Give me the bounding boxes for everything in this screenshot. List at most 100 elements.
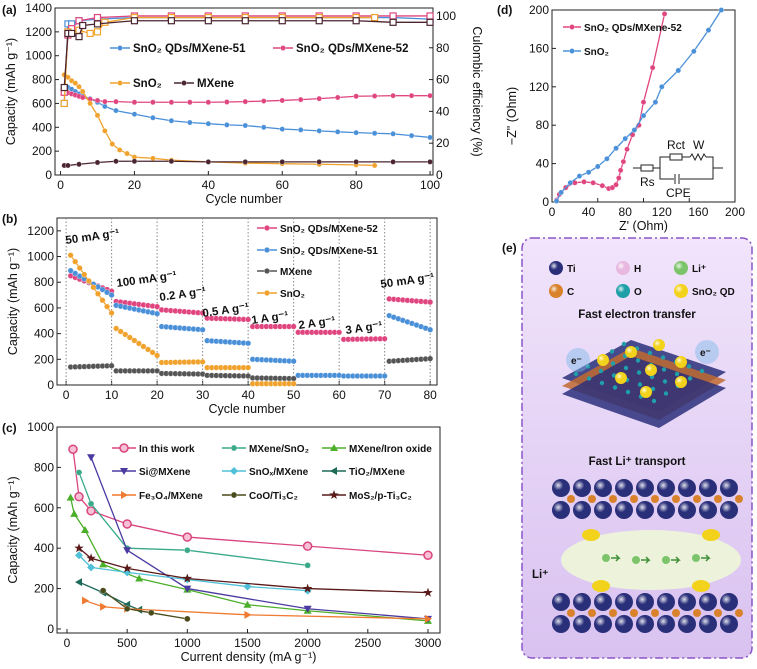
atom-highlight	[720, 479, 738, 497]
atom-highlight	[657, 593, 675, 611]
capacity-point	[94, 97, 101, 104]
comparison-point	[66, 493, 75, 501]
c-atom	[609, 609, 617, 617]
y-axis-label: Capacity (mAh g⁻¹)	[6, 476, 20, 583]
impedance-point	[640, 112, 647, 119]
capacity-point	[101, 127, 108, 134]
legend-label: SnO₂ QDs/MXene-52	[296, 43, 408, 55]
rate-point	[381, 372, 388, 380]
legend-label: MXene/SnO₂	[249, 444, 309, 455]
rate-line	[70, 254, 113, 314]
impedance-point	[599, 182, 606, 189]
schematic-content: Ti H Li⁺ C O SnO₂ QD Fast electron transfer e⁻ e…	[532, 261, 743, 633]
atom-highlight	[720, 615, 738, 633]
c-atom	[735, 609, 743, 617]
capacity-point	[223, 99, 230, 105]
capacity-point	[116, 147, 123, 153]
legend-label: SnO₂ QDs/MXene-51	[280, 246, 378, 257]
rate-point	[99, 297, 106, 304]
capacity-point	[316, 127, 323, 134]
capacity-point	[113, 107, 119, 114]
capacity-point	[427, 92, 433, 99]
comparison-point	[81, 526, 90, 533]
capacity-point	[427, 158, 433, 165]
li-channel-glow	[561, 530, 741, 590]
y-tick-label: 400	[34, 541, 54, 555]
impedance-line	[556, 9, 722, 202]
efficiency-point	[60, 83, 68, 92]
comparison-point	[75, 469, 83, 476]
oxygen-atom	[610, 361, 616, 366]
x-tick-label: 1000	[174, 636, 201, 650]
rate-label: 2 A g⁻¹	[298, 315, 337, 332]
rs-resistor	[640, 164, 654, 172]
y2-tick-label: 40	[436, 104, 450, 118]
y-tick-label: 200	[34, 352, 54, 366]
oxygen-atom	[612, 385, 618, 390]
panel-label: (e)	[502, 241, 517, 255]
legend-marker	[181, 80, 187, 86]
rate-point	[81, 271, 88, 278]
impedance-point	[624, 146, 630, 153]
capacity-point	[113, 158, 119, 165]
rate-point	[126, 334, 133, 341]
capacity-line	[64, 160, 431, 167]
atom-highlight	[594, 615, 612, 633]
y2-tick-label: 0	[436, 168, 443, 182]
atom-highlight	[699, 479, 717, 497]
comparison-point	[75, 551, 84, 560]
legend-marker	[117, 45, 123, 51]
impedance-point	[576, 173, 583, 179]
rate-point	[290, 323, 297, 330]
y-tick-label: 600	[34, 501, 54, 515]
plot-frame	[54, 7, 434, 176]
comparison-point	[302, 583, 313, 593]
y-tick-label: 0	[47, 622, 54, 636]
y-tick-label: 400	[32, 120, 52, 134]
legend-label: MXene	[280, 267, 313, 278]
sno2-qd	[702, 529, 720, 541]
capacity-point	[205, 99, 212, 106]
comparison-point	[87, 500, 95, 508]
arrow-icon	[671, 556, 681, 564]
capacity-point	[279, 126, 286, 132]
comparison-line	[69, 497, 429, 622]
rate-point	[108, 309, 115, 317]
capacity-point	[76, 83, 82, 90]
impedance-point	[567, 179, 574, 186]
atom-highlight	[636, 615, 654, 633]
rate-point	[290, 358, 297, 365]
rate-point	[131, 337, 138, 344]
comparison-point	[123, 605, 131, 613]
capacity-point	[150, 155, 156, 162]
y-axis-label: −Z" (Ohm)	[505, 87, 519, 145]
rate-label: 50 mA g⁻¹	[380, 272, 436, 291]
c-atom	[567, 609, 575, 617]
panel-e-schematic: (e) Ti H Li⁺ C O SnO₂ QD Fast electron transfer…	[502, 237, 753, 659]
oxygen-atom	[611, 373, 617, 378]
atom-highlight	[699, 593, 717, 611]
atom-highlight	[636, 593, 654, 611]
x-tick-label: 10	[105, 388, 119, 402]
atom-highlight	[699, 501, 717, 519]
y-tick-label: 1000	[27, 250, 54, 264]
x-tick-label: 160	[688, 205, 708, 219]
atom-highlight	[699, 615, 717, 633]
li-ion	[632, 556, 640, 564]
comparison-point	[244, 610, 252, 619]
c-atom	[693, 609, 701, 617]
y2-tick-label: 100	[436, 9, 456, 23]
legend-label: SnOₓ/MXene	[249, 467, 309, 478]
rate-point	[154, 367, 161, 374]
impedance-point	[604, 155, 610, 162]
efficiency-point	[93, 20, 102, 28]
sno2-qd	[592, 580, 610, 592]
capacity-point	[390, 130, 396, 137]
li-ion	[602, 554, 610, 562]
impedance-point	[622, 135, 629, 142]
atom-legend-label: SnO₂ QD	[692, 287, 735, 298]
capacity-point	[279, 97, 286, 104]
y-tick-label: 600	[32, 96, 52, 110]
capacity-point	[297, 96, 304, 103]
electron-label: e⁻	[700, 348, 711, 359]
